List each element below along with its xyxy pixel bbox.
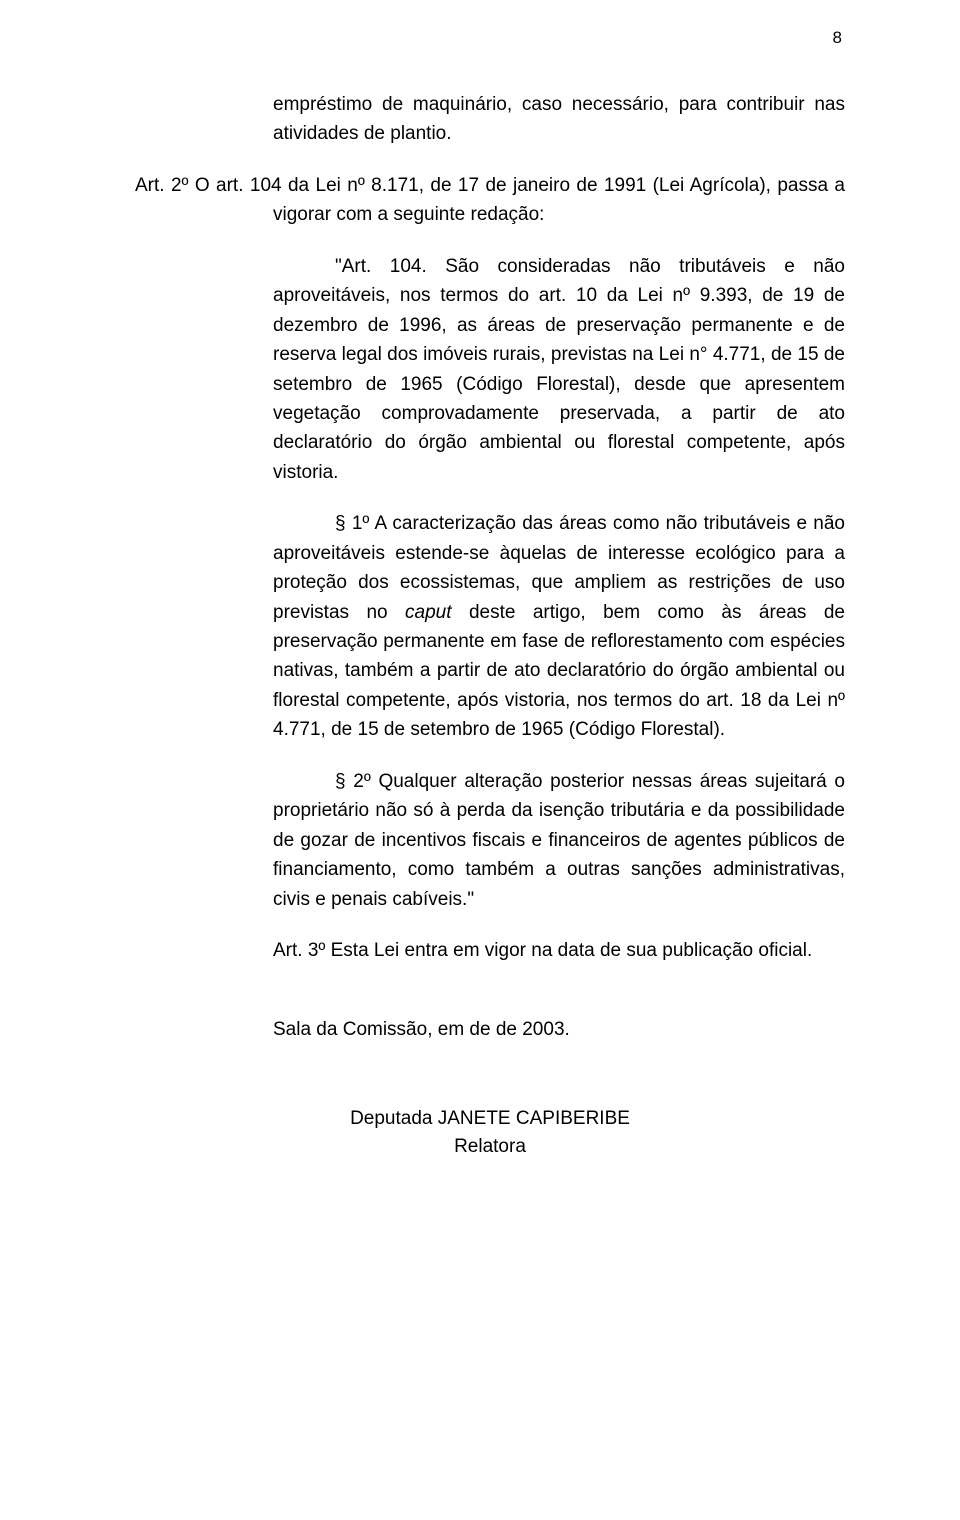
page-number: 8: [833, 28, 842, 48]
signature-name: Deputada JANETE CAPIBERIBE: [135, 1105, 845, 1134]
paragraph-2: § 2º Qualquer alteração posterior nessas…: [135, 767, 845, 914]
paragraph-1: § 1º A caracterização das áreas como não…: [135, 509, 845, 745]
caput-italic: caput: [405, 602, 451, 623]
art-104-body: "Art. 104. São consideradas não tributáv…: [135, 252, 845, 488]
article-3: Art. 3º Esta Lei entra em vigor na data …: [135, 936, 845, 965]
sala-line: Sala da Comissão, em de de 2003.: [135, 1015, 845, 1044]
signature-block: Deputada JANETE CAPIBERIBE Relatora: [135, 1105, 845, 1162]
document-body: empréstimo de maquinário, caso necessári…: [135, 90, 845, 1162]
paragraph-continuation: empréstimo de maquinário, caso necessári…: [135, 90, 845, 149]
signature-role: Relatora: [135, 1133, 845, 1162]
article-2-intro: Art. 2º O art. 104 da Lei nº 8.171, de 1…: [135, 171, 845, 230]
page-container: 8 empréstimo de maquinário, caso necessá…: [0, 0, 960, 1520]
